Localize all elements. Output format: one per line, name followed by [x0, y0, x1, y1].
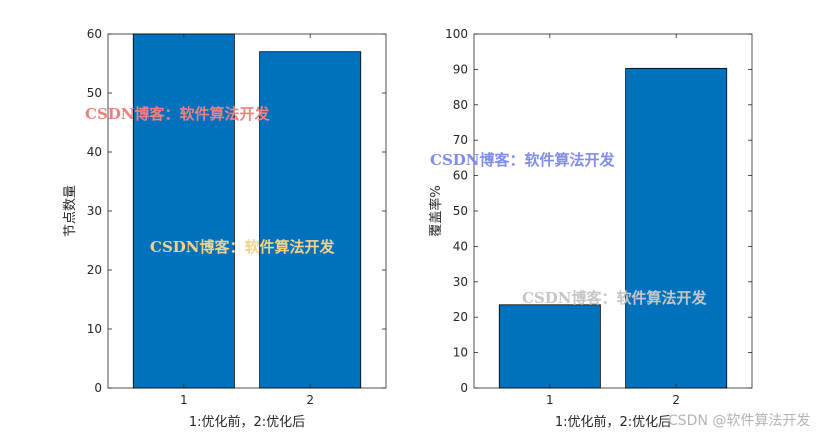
y-tick-label: 70: [453, 133, 468, 147]
bar-2: [259, 51, 362, 389]
y-tick-label: 10: [453, 346, 468, 360]
x-tick-label: 1: [546, 393, 554, 407]
y-tick-label: 80: [453, 98, 468, 112]
bar-1: [498, 304, 601, 389]
y-tick-label: 50: [453, 204, 468, 218]
x-tick-label: 2: [306, 393, 314, 407]
watermark-3: CSDN博客：软件算法开发: [430, 151, 615, 169]
bar-2: [625, 67, 728, 389]
x-axis-label: 1:优化前，2:优化后: [555, 414, 671, 430]
watermark-2: CSDN博客：软件算法开发: [150, 238, 335, 256]
watermark-4: CSDN博客：软件算法开发: [522, 289, 707, 307]
y-tick-label: 40: [453, 239, 468, 253]
y-tick-label: 0: [460, 381, 468, 395]
watermark-1: CSDN博客：软件算法开发: [85, 105, 270, 123]
y-tick-label: 30: [87, 204, 102, 218]
y-tick-label: 50: [87, 86, 102, 100]
x-axis-label: 1:优化前，2:优化后: [189, 414, 305, 430]
y-tick-label: 60: [453, 169, 468, 183]
chart-node-count: 0 10 20 30 40 50 60 1 21:优化前，2:优化后 节点数量: [63, 27, 387, 430]
bar-1: [132, 33, 235, 389]
x-tick-label: 2: [672, 393, 680, 407]
y-tick-label: 20: [87, 263, 102, 277]
y-tick-label: 90: [453, 62, 468, 76]
y-axis-label: 覆盖率%: [428, 185, 444, 236]
y-tick-label: 30: [453, 275, 468, 289]
x-tick-label: 1: [180, 393, 188, 407]
y-tick-label: 20: [453, 310, 468, 324]
y-axis-label: 节点数量: [63, 185, 78, 237]
y-tick-label: 100: [445, 27, 468, 41]
y-tick-label: 10: [87, 322, 102, 336]
y-tick-label: 40: [87, 145, 102, 159]
footer-watermark: CSDN @软件算法开发: [668, 413, 810, 429]
y-tick-label: 0: [94, 381, 102, 395]
y-tick-label: 60: [87, 27, 102, 41]
chart-coverage-rate: 0 10 20 30 40 50 60 70 80 90 100 1 21:优化前，2:优化后 覆盖率%: [428, 27, 753, 430]
